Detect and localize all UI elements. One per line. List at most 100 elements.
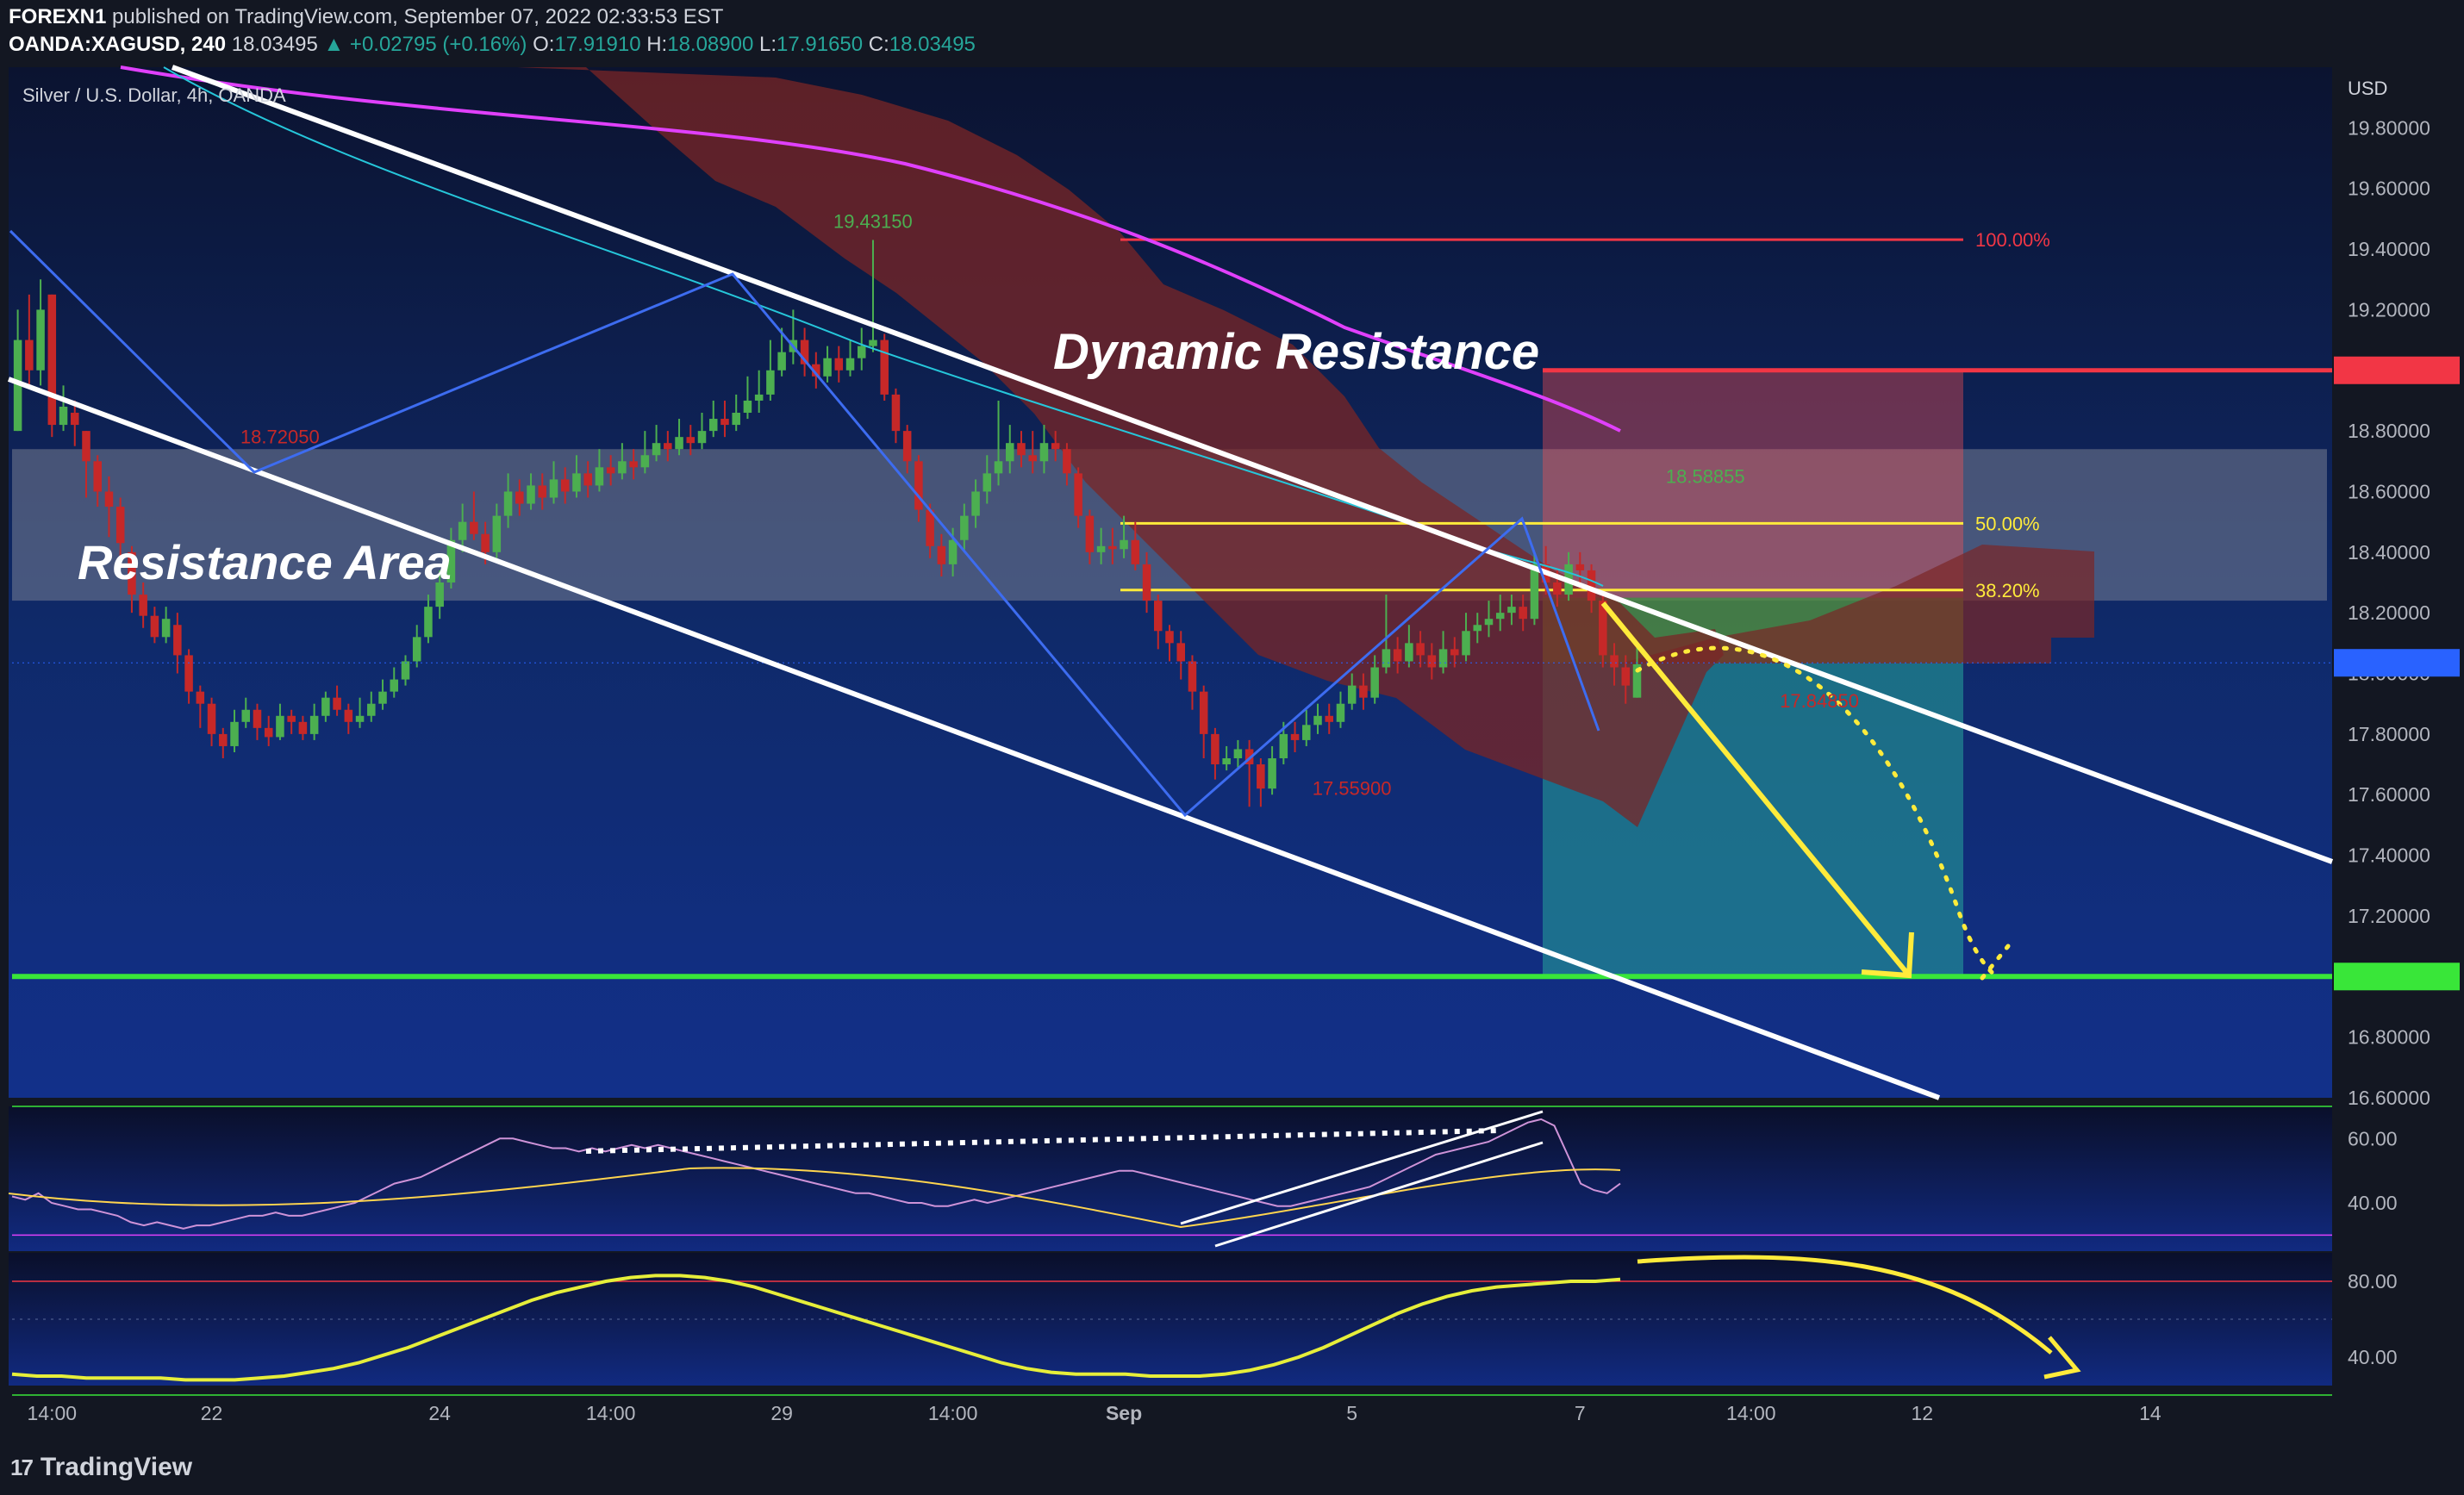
- candle-body: [1382, 649, 1391, 668]
- candle-body: [287, 715, 296, 722]
- candle-body: [1244, 749, 1254, 765]
- candle-body: [1120, 539, 1128, 550]
- ichimoku-cloud-future: [1620, 545, 2094, 663]
- candle-body: [1039, 443, 1049, 462]
- price-pivot-label: 17.84850: [1780, 690, 1859, 712]
- candle-body: [618, 461, 627, 474]
- candle-body: [1393, 649, 1402, 662]
- candle-body: [1405, 643, 1413, 662]
- stoch-line: [11, 1274, 1621, 1382]
- candle-body: [697, 431, 707, 444]
- candle-body: [708, 419, 718, 432]
- candle-body: [1290, 733, 1300, 740]
- y-axis-tick: 19.20000: [2348, 298, 2430, 321]
- x-axis-tick: 12: [1911, 1402, 1933, 1424]
- y-axis-tick: 18.20000: [2348, 601, 2430, 624]
- candle-body: [115, 507, 125, 544]
- candle-body: [36, 309, 45, 371]
- high-label: H:: [646, 33, 668, 56]
- candle-body: [401, 661, 410, 680]
- candle-body: [196, 691, 205, 704]
- candle-body: [1085, 515, 1095, 552]
- candle-body: [1416, 643, 1425, 656]
- candle-body: [515, 491, 524, 504]
- candle-body: [71, 413, 79, 426]
- x-axis-tick: 22: [201, 1402, 223, 1424]
- candle-body: [93, 461, 102, 492]
- currency-label: USD: [2348, 78, 2387, 99]
- candle-body: [960, 515, 969, 540]
- candle-body: [1268, 758, 1276, 789]
- candle-body: [25, 339, 34, 371]
- candle-body: [823, 358, 832, 377]
- fib-level-label: 38.20%: [1975, 580, 2040, 601]
- candle-body: [743, 400, 752, 414]
- candle-body: [664, 443, 672, 450]
- rsi-divergence-line: [585, 1128, 1500, 1154]
- symbol-name[interactable]: OANDA:XAGUSD, 240: [9, 33, 227, 56]
- open-value: 17.91910: [554, 33, 641, 56]
- candle-body: [1610, 655, 1619, 668]
- open-label: O:: [533, 33, 555, 56]
- stoch-axis-tick: 80.00: [2348, 1270, 2398, 1293]
- candle-body: [1484, 619, 1494, 626]
- publish-text: published on TradingView.com, September …: [112, 5, 724, 28]
- candle-body: [333, 697, 341, 710]
- candle-body: [880, 339, 889, 395]
- candle-body: [367, 703, 376, 716]
- candle-body: [390, 679, 399, 692]
- candle-body: [1233, 749, 1243, 759]
- y-axis-tick: 18.60000: [2348, 480, 2430, 502]
- candle-body: [298, 721, 308, 734]
- candle-body: [845, 358, 855, 371]
- candle-body: [1347, 685, 1357, 704]
- candle-body: [1450, 649, 1459, 656]
- candle-body: [321, 697, 330, 716]
- price-axis-badge: [2334, 962, 2460, 991]
- candle-body: [207, 703, 216, 734]
- candle-body: [344, 709, 353, 722]
- candle-body: [1587, 570, 1596, 601]
- x-axis-tick: 29: [770, 1402, 793, 1424]
- candle-body: [652, 443, 661, 456]
- high-value: 18.08900: [667, 33, 754, 56]
- candle-body: [128, 551, 136, 595]
- candle-body: [834, 358, 844, 371]
- candle-body: [766, 370, 775, 395]
- fib-level-label: 100.00%: [1975, 229, 2050, 251]
- x-axis-tick: 14:00: [1726, 1402, 1776, 1424]
- rsi-channel-upper: [1180, 1110, 1544, 1225]
- candle-body: [355, 715, 365, 722]
- candle-body: [1519, 607, 1527, 620]
- tradingview-brand[interactable]: 17 TradingView: [10, 1453, 192, 1482]
- candle-body: [1530, 564, 1539, 620]
- candle-body: [1199, 691, 1208, 734]
- x-axis-tick: 5: [1346, 1402, 1357, 1424]
- candle-body: [1336, 703, 1345, 722]
- candle-body: [435, 582, 444, 607]
- rsi-pane[interactable]: [9, 1106, 2332, 1251]
- candle-body: [857, 346, 866, 358]
- y-axis-tick: 17.60000: [2348, 783, 2430, 806]
- close-value: 18.03495: [889, 33, 976, 56]
- symbol-info: OANDA:XAGUSD, 240 18.03495 ▲ +0.02795 (+…: [9, 33, 976, 57]
- candle-body: [800, 339, 809, 364]
- candle-body: [253, 709, 262, 728]
- candle-body: [914, 461, 923, 510]
- candle-body: [595, 467, 604, 486]
- candle-body: [812, 364, 820, 377]
- tradingview-logo-icon: 17: [10, 1454, 34, 1480]
- candle-body: [139, 595, 147, 616]
- price-change: ▲ +0.02795 (+0.16%): [323, 33, 527, 56]
- stoch-axis-tick: 40.00: [2348, 1346, 2398, 1368]
- candle-body: [994, 461, 1003, 474]
- dynamic-resistance-label: Dynamic Resistance: [1053, 324, 1539, 380]
- price-pivot-label: 18.72050: [240, 426, 320, 447]
- resistance-area-label: Resistance Area: [78, 535, 452, 589]
- y-axis-tick: 18.40000: [2348, 541, 2430, 564]
- brand-name: TradingView: [40, 1453, 193, 1481]
- ichimoku-cloud: [517, 67, 1724, 827]
- author-name[interactable]: FOREXN1: [9, 5, 107, 28]
